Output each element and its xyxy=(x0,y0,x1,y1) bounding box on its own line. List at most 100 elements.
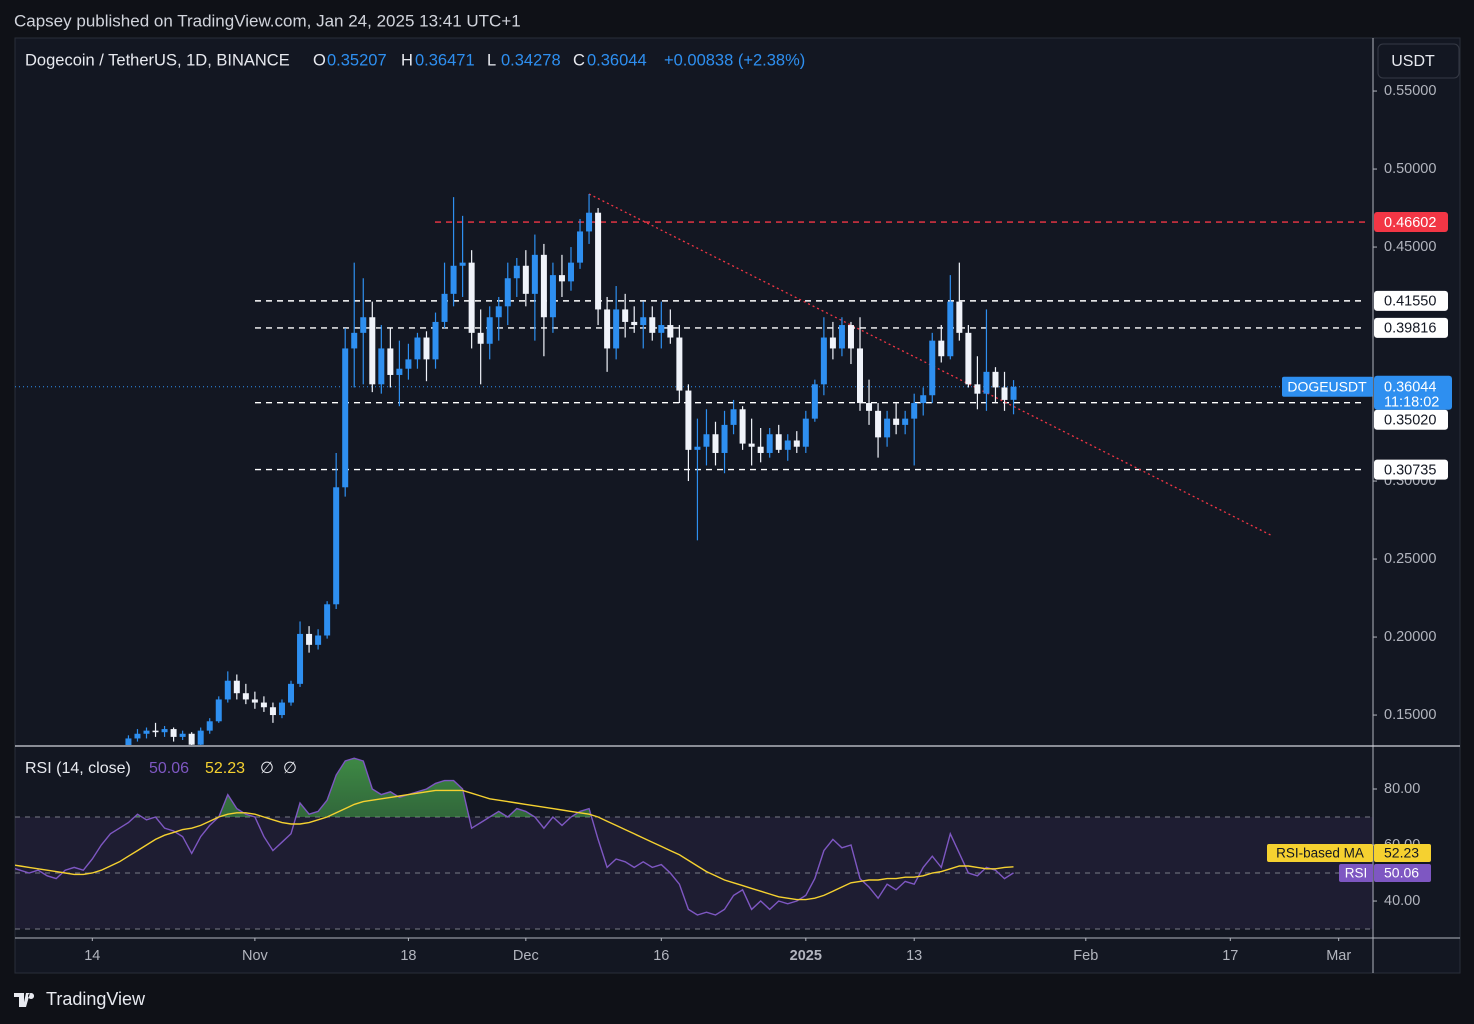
candle-body xyxy=(179,733,186,737)
candle-body xyxy=(866,403,873,411)
current-price-box xyxy=(1374,375,1452,410)
candle-body xyxy=(784,440,791,450)
series-name-box xyxy=(1267,844,1373,862)
rsi-legend-value: 50.06 xyxy=(149,760,189,777)
candle-body xyxy=(884,418,891,438)
candle-body xyxy=(441,293,448,322)
candle-body xyxy=(811,384,818,419)
candle-body xyxy=(631,321,638,326)
candle-body xyxy=(667,325,674,338)
candle-body xyxy=(775,434,782,450)
candle-body xyxy=(125,738,132,745)
level-label: 0.39816 xyxy=(1384,321,1436,337)
candle-body xyxy=(423,337,430,360)
rsi-y-tick-label: 40.00 xyxy=(1384,893,1420,909)
candle-body xyxy=(694,446,701,450)
series-name-label: RSI-based MA xyxy=(1276,846,1364,861)
candle-body xyxy=(486,317,493,344)
candle-body xyxy=(857,348,864,404)
x-tick-label: 14 xyxy=(84,948,100,964)
candle-body xyxy=(983,371,990,394)
ohlc-key: O xyxy=(313,51,326,69)
level-label-box xyxy=(1374,459,1448,480)
level-label: 0.46602 xyxy=(1384,215,1436,231)
rsi-line xyxy=(15,789,1014,901)
candle-body xyxy=(1001,387,1008,400)
publish-header: Capsey published on TradingView.com, Jan… xyxy=(14,11,521,30)
candle-body xyxy=(324,604,331,636)
y-tick-label: 0.55000 xyxy=(1384,83,1436,99)
candle-body xyxy=(1010,386,1017,400)
candle-body xyxy=(224,680,231,700)
candle-body xyxy=(522,265,529,294)
x-tick-label: 17 xyxy=(1222,948,1238,964)
candle-body xyxy=(215,699,222,722)
candle-body xyxy=(739,409,746,444)
candle-body xyxy=(956,301,963,333)
candle-body xyxy=(333,487,340,605)
candle-body xyxy=(495,306,502,318)
candle-body xyxy=(260,702,267,708)
candle-body xyxy=(595,212,602,310)
candle-body xyxy=(170,729,177,737)
candle-body xyxy=(613,309,620,349)
candle-body xyxy=(513,265,520,279)
series-name-label: RSI xyxy=(1345,866,1368,881)
level-label-box xyxy=(1374,212,1448,233)
x-tick-label: 16 xyxy=(653,948,669,964)
rsi-title: RSI (14, close) xyxy=(25,760,131,777)
candle-body xyxy=(531,254,538,294)
series-name-box xyxy=(1339,864,1373,882)
candle-body xyxy=(269,707,276,716)
candle-body xyxy=(965,332,972,385)
legend-icon: ∅ xyxy=(260,760,274,777)
ohlc-value: 0.36471 xyxy=(415,51,475,69)
candle-body xyxy=(360,317,367,333)
countdown-label: 11:18:02 xyxy=(1384,395,1439,411)
x-tick-label: 13 xyxy=(906,948,922,964)
y-tick-label: 0.20000 xyxy=(1384,629,1436,645)
x-tick-label: 18 xyxy=(400,948,416,964)
candle-body xyxy=(802,418,809,447)
candle-body xyxy=(829,337,836,349)
level-label-box xyxy=(1374,290,1448,311)
candle-body xyxy=(477,332,484,344)
candle-body xyxy=(432,321,439,360)
candle-body xyxy=(820,337,827,385)
candle-body xyxy=(459,262,466,266)
candle-body xyxy=(396,368,403,375)
candle-body xyxy=(251,699,258,703)
candle-body xyxy=(278,702,285,716)
candle-body xyxy=(242,693,249,700)
currency-label[interactable]: USDT xyxy=(1391,53,1435,70)
candle-body xyxy=(161,729,168,733)
x-tick-label: Feb xyxy=(1073,948,1098,964)
y-tick-label: 0.15000 xyxy=(1384,707,1436,723)
candle-body xyxy=(748,443,755,447)
candle-body xyxy=(947,301,954,357)
candle-body xyxy=(405,359,412,369)
candle-body xyxy=(549,275,556,318)
rsi-pane xyxy=(15,757,1373,930)
x-tick-label: 2025 xyxy=(790,948,822,964)
candle-body xyxy=(342,348,349,488)
candle-body xyxy=(974,384,981,394)
candle-body xyxy=(640,317,647,326)
candle-body xyxy=(685,390,692,450)
candle-body xyxy=(450,265,457,294)
footer-brand: TradingView xyxy=(46,989,146,1009)
legend-icon: ∅ xyxy=(283,760,297,777)
candle-body xyxy=(233,680,240,694)
candle-body xyxy=(721,424,728,453)
currency-button[interactable] xyxy=(1377,43,1460,79)
candle-body xyxy=(757,446,764,453)
candle-body xyxy=(847,325,854,349)
y-tick-label: 0.50000 xyxy=(1384,161,1436,177)
series-value-label: 50.06 xyxy=(1384,865,1419,881)
level-label: 0.35020 xyxy=(1384,413,1436,429)
candle-body xyxy=(604,309,611,349)
candle-body xyxy=(793,440,800,447)
candle-body xyxy=(288,683,295,703)
level-label-box xyxy=(1374,409,1448,430)
